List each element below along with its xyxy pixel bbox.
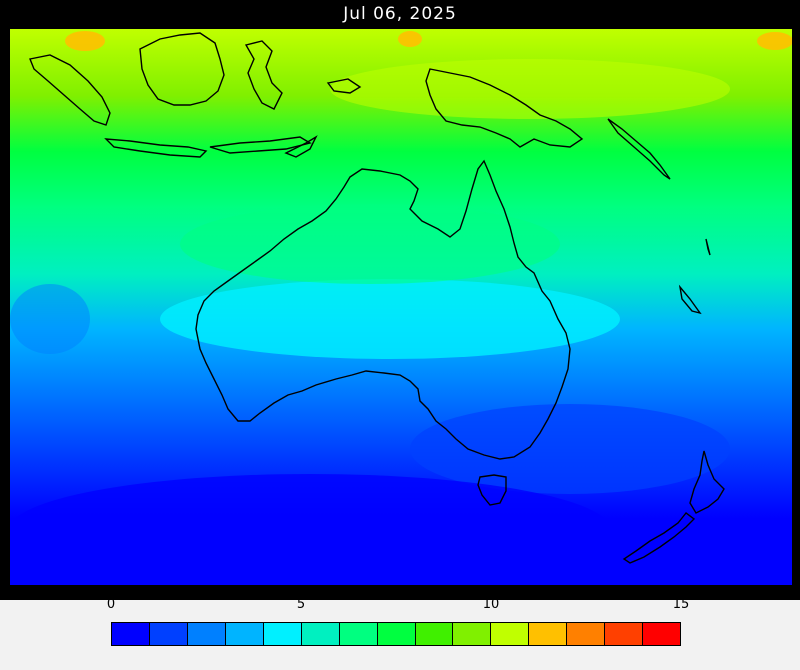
field-patch-southern (10, 474, 610, 584)
legend-swatch (567, 623, 606, 645)
legend-swatch (529, 623, 568, 645)
lesser-sunda-islands (209, 136, 312, 154)
coastlines (29, 32, 725, 564)
sulawesi-coastline (244, 40, 283, 110)
legend-swatch (377, 623, 416, 645)
legend-swatch (491, 623, 530, 645)
precipitable-water-map (10, 29, 792, 585)
field-band-interior-green (180, 204, 560, 284)
australia-coastline (195, 159, 571, 460)
field-patch-orange-1 (65, 31, 105, 51)
legend-swatch (112, 623, 150, 645)
field-patch-orange-3 (757, 32, 792, 50)
new-zealand-north-coastline (689, 450, 725, 514)
new-guinea-coastline (425, 68, 584, 148)
legend-swatch (225, 623, 264, 645)
field-patch-tasman (410, 404, 730, 494)
tasmania-coastline (477, 474, 507, 506)
new-caledonia-coastline (678, 284, 702, 315)
legend-tick-label: 10 (482, 597, 500, 612)
legend-swatch (301, 623, 340, 645)
legend-swatch (339, 623, 378, 645)
new-zealand-south-coastline (622, 512, 696, 564)
vanuatu-islands (705, 238, 711, 256)
color-scale-bar (111, 622, 681, 646)
field-patch-orange-2 (398, 31, 422, 47)
timor-coastline (284, 135, 318, 158)
field-band-interior-cyan (160, 279, 620, 359)
borneo-coastline (139, 32, 225, 106)
legend-swatch (263, 623, 302, 645)
maluku-islands (326, 78, 362, 94)
legend-tick-label: 0 (106, 597, 116, 612)
field-patch-north-yellow (330, 59, 730, 119)
legend-swatch (605, 623, 644, 645)
legend-swatch (643, 623, 681, 645)
java-coastline (104, 138, 208, 158)
legend-tick-label: 5 (296, 597, 306, 612)
field-patch-west-blue (10, 284, 90, 354)
legend-swatch (187, 623, 226, 645)
legend-swatch (415, 623, 454, 645)
legend-tick-label: 15 (672, 597, 690, 612)
legend-swatch (149, 623, 188, 645)
map-title: Jul 06, 2025 (343, 4, 457, 24)
legend-swatch (453, 623, 492, 645)
solomon-islands (607, 118, 671, 180)
sumatra-coastline (29, 54, 111, 126)
